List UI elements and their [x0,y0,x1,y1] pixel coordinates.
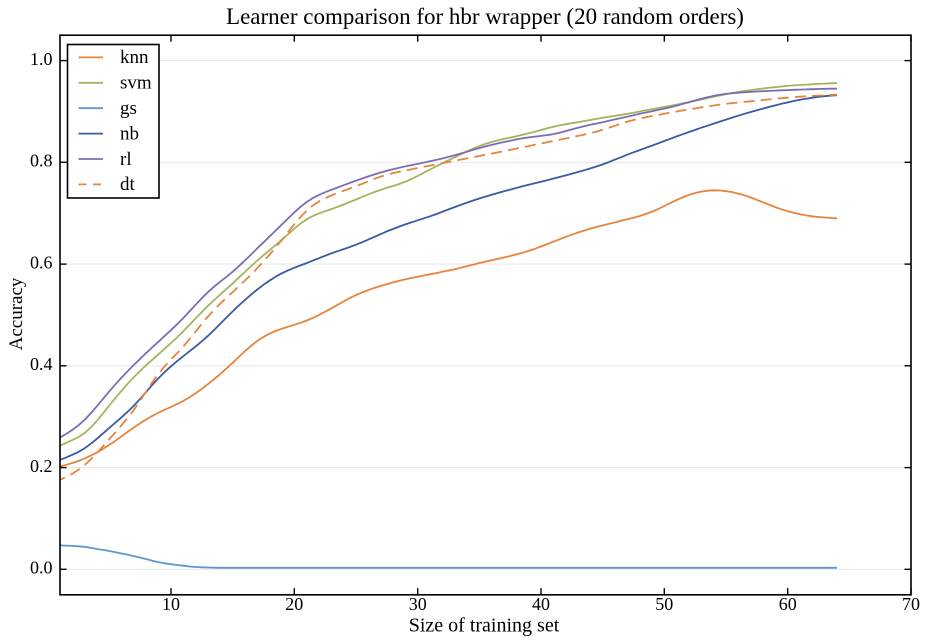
svg-text:nb: nb [120,123,139,144]
svg-text:gs: gs [120,98,137,119]
svg-text:Accuracy: Accuracy [6,277,27,350]
svg-text:0.8: 0.8 [30,151,53,171]
svg-text:0.4: 0.4 [30,354,53,374]
svg-text:70: 70 [902,594,920,614]
svg-text:Size of training set: Size of training set [409,615,560,637]
svg-text:50: 50 [655,594,673,614]
svg-text:10: 10 [162,594,180,614]
svg-text:30: 30 [409,594,427,614]
svg-text:svm: svm [120,73,152,94]
svg-text:rl: rl [120,149,132,170]
svg-text:1.0: 1.0 [30,49,53,69]
svg-text:knn: knn [120,47,149,68]
svg-text:0.6: 0.6 [30,252,53,272]
svg-text:60: 60 [779,594,797,614]
svg-text:0.0: 0.0 [30,558,53,578]
svg-text:40: 40 [532,594,550,614]
svg-text:20: 20 [285,594,303,614]
svg-text:dt: dt [120,174,136,195]
svg-text:0.2: 0.2 [30,456,53,476]
svg-text:Learner comparison for hbr wra: Learner comparison for hbr wrapper (20 r… [226,4,744,29]
